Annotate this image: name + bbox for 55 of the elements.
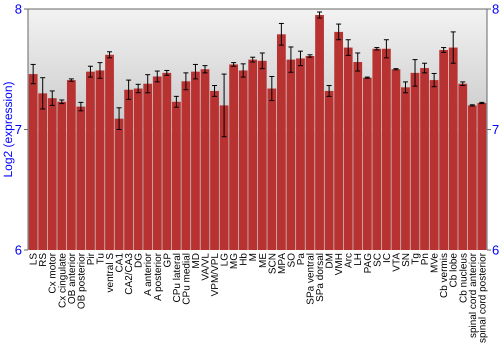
x-tick-label: GP [162, 252, 174, 268]
x-tick-label: Pir [86, 252, 97, 266]
x-tick-label: OB posterior [76, 252, 88, 310]
x-tick-label: DM [324, 253, 336, 269]
x-tick-label: VMH [334, 253, 346, 276]
y-tick-label: 6 [14, 242, 22, 258]
x-tick-label: ventral S [105, 252, 116, 292]
x-tick-label: CA1 [114, 252, 126, 272]
x-tick-label: SO [286, 252, 298, 268]
x-tick-label: spinal cord anterior [468, 252, 479, 338]
x-tick-label: Cx motor [48, 252, 59, 294]
x-tick-label: Cb vermis [439, 253, 450, 298]
x-tick-label: SPa dorsal [315, 253, 326, 302]
x-tick-label: SPa ventral [306, 253, 317, 305]
y-tick-label: 7 [14, 122, 22, 138]
x-tick-label: Tg [410, 253, 422, 265]
x-tick-label: SCN [267, 253, 278, 274]
x-tick-label: IC [382, 253, 393, 263]
x-tick-label: MD [190, 253, 202, 269]
x-tick-label: ME [258, 252, 269, 268]
y2-tick-label: 6 [492, 242, 500, 258]
x-tick-label: Pn [420, 253, 432, 266]
x-tick-label: M [248, 253, 260, 262]
x-tick-label: Cb lobe [448, 252, 460, 288]
x-tick-label: spinal cord posterior [477, 252, 488, 344]
x-tick-label: MVe [430, 252, 441, 274]
x-tick-label: MG [229, 252, 240, 270]
x-tick-label: LG [220, 252, 231, 266]
x-tick-label: VA/VL [200, 252, 212, 281]
x-tick-label: DG [134, 252, 145, 268]
x-tick-label: Hb [238, 252, 250, 266]
x-tick-label: Arc [344, 253, 355, 268]
x-tick-label: VPM/VPL [210, 252, 222, 296]
y2-tick-label: 8 [492, 2, 500, 17]
x-tick-label: Pa [296, 252, 307, 266]
x-tick-label: SC [372, 253, 384, 267]
x-tick-label: CPu medial [181, 253, 192, 305]
x-tick-label: LS [28, 252, 40, 266]
y2-tick-label: 7 [492, 122, 500, 138]
x-tick-label: A posterior [152, 252, 164, 301]
x-tick-label: Tu [95, 253, 106, 264]
x-tick-label: OB anterior [66, 252, 78, 304]
x-tick-label: RS [38, 252, 50, 267]
x-tick-label: Cb nucleus [458, 253, 470, 304]
x-tick-label: PAG [362, 252, 374, 274]
y-tick-label: 8 [14, 2, 22, 17]
x-tick-label: SN [400, 253, 412, 267]
x-tick-label: A anterior [143, 252, 154, 296]
x-tick-label: MPA [276, 252, 288, 274]
x-tick-label: CA2/CA3 [124, 252, 136, 295]
x-tick-label: CPu lateral [172, 253, 183, 302]
x-tick-label: VTA [391, 252, 402, 272]
y-axis-title: Log2 (expression) [1, 81, 15, 178]
x-tick-label: LH [353, 253, 364, 266]
x-tick-label: Cx cingulate [57, 252, 68, 308]
